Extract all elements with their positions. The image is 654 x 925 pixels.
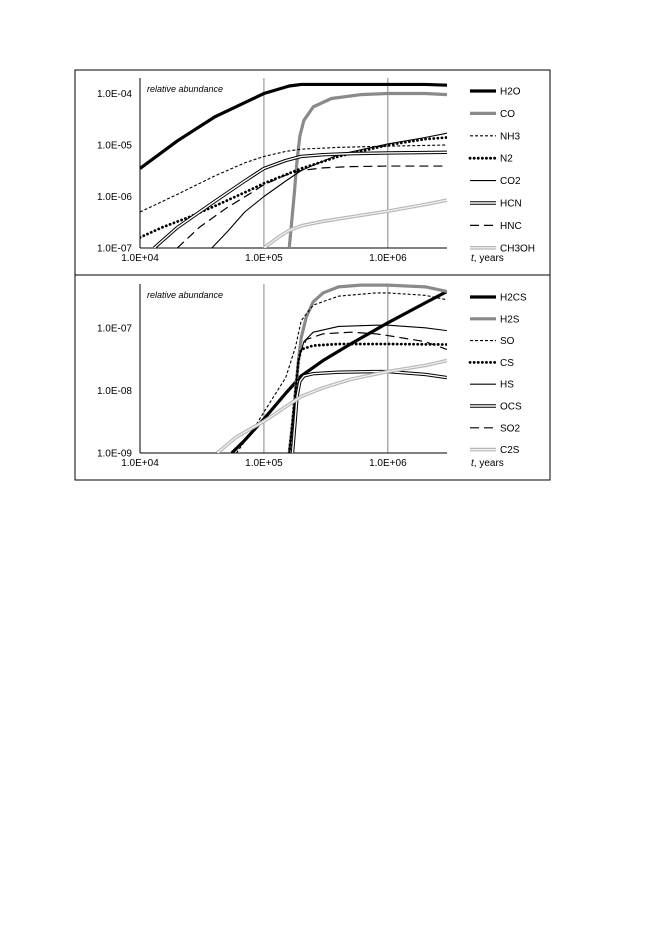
series-line-so (235, 292, 447, 453)
x-tick-label: 1.0E+05 (245, 458, 283, 469)
y-tick-label: 1.0E-09 (97, 449, 132, 460)
series-line-h2cs (230, 290, 447, 453)
series-line-so2 (288, 331, 447, 453)
legend-label-so2: SO2 (500, 423, 520, 434)
legend-label-h2cs: H2CS (500, 293, 527, 304)
series-line-co2 (211, 132, 447, 248)
legend-label-hnc: HNC (500, 221, 522, 232)
series-line-hcn (152, 150, 447, 248)
legend-label-hcn: HCN (500, 199, 522, 210)
legend-label-n2: N2 (500, 154, 513, 165)
legend-label-h2o: H2O (500, 87, 521, 98)
legend-label-co2: CO2 (500, 176, 521, 187)
x-axis-label: t, years (471, 253, 504, 264)
series-line-c2s-inner (216, 359, 447, 453)
legend-label-hs: HS (500, 380, 514, 391)
legend-label-ocs: OCS (500, 402, 522, 413)
legend-label-c2s: C2S (500, 445, 520, 456)
series-group (140, 82, 447, 248)
chart-panel-1: 1.0E-04 1.0E-05 1.0E-06 1.0E-071.0E+04 1.0E+… (97, 78, 535, 264)
legend-label-cs: CS (500, 358, 514, 369)
series-line-ch3oh-inner (263, 199, 447, 248)
series-line-nh3 (140, 144, 447, 213)
x-tick-label: 1.0E+06 (369, 253, 407, 264)
legend-label-ch3oh: CH3OH (500, 243, 535, 254)
y-axis-label: relative abundance (147, 290, 223, 300)
x-tick-label: 1.0E+06 (369, 458, 407, 469)
y-tick-label: 1.0E-04 (97, 89, 132, 100)
series-line-hnc (176, 165, 447, 248)
legend: H2O CO NH3 N2 CO2 HCN HNC CH3OH (468, 87, 535, 254)
legend: H2CS H2S SO CS HS OCS SO2 C2S (468, 293, 527, 456)
series-line-h2o (140, 82, 447, 170)
x-tick-label: 1.0E+04 (121, 458, 159, 469)
x-tick-label: 1.0E+05 (245, 253, 283, 264)
y-axis-label: relative abundance (147, 84, 223, 94)
series-group (216, 283, 447, 453)
legend-label-h2s: H2S (500, 314, 520, 325)
series-line-ocs (290, 369, 447, 453)
y-tick-label: 1.0E-06 (97, 192, 132, 203)
y-tick-label: 1.0E-07 (97, 323, 132, 334)
legend-label-co: CO (500, 109, 515, 120)
y-tick-label: 1.0E-08 (97, 386, 132, 397)
series-line-cs (287, 342, 447, 453)
legend-label-nh3: NH3 (500, 131, 520, 142)
series-line-ocs-inner (291, 370, 447, 453)
legend-label-so: SO (500, 336, 515, 347)
series-line-n2 (140, 136, 447, 239)
y-tick-label: 1.0E-07 (97, 244, 132, 255)
chart-panel-2: 1.0E-07 1.0E-08 1.0E-091.0E+04 1.0E+05 1.0E+… (97, 283, 527, 469)
x-axis-label: t, years (471, 458, 504, 469)
x-tick-label: 1.0E+04 (121, 253, 159, 264)
series-line-hcn-inner (153, 151, 447, 248)
y-tick-label: 1.0E-05 (97, 141, 132, 152)
